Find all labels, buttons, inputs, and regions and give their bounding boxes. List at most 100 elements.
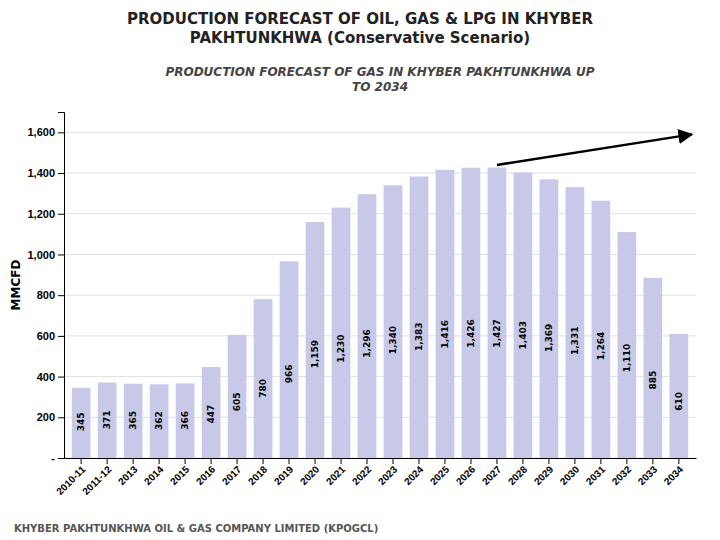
bar — [644, 278, 663, 458]
tick-label: 2028 — [506, 463, 530, 487]
tick-mark — [107, 458, 108, 464]
tick-mark — [133, 458, 134, 464]
tick-label: 1,600 — [27, 126, 55, 138]
tick-mark — [444, 458, 445, 464]
tick-label: 2022 — [350, 463, 374, 487]
chart: PRODUCTION FORECAST OF OIL, GAS & LPG IN… — [0, 0, 720, 540]
y-axis-title: MMCFD — [9, 260, 23, 311]
bar — [306, 222, 325, 458]
bar — [254, 299, 273, 458]
tick-mark — [237, 458, 238, 464]
tick-label: 2013 — [116, 463, 140, 487]
bar — [72, 388, 91, 458]
plot: 3453713653623664476057809661,1591,2301,2… — [27, 113, 696, 498]
tick-mark — [58, 458, 64, 459]
tick: - — [51, 452, 64, 464]
tick-mark — [263, 458, 264, 464]
tick-label: 2011-12 — [80, 463, 114, 497]
bar — [202, 367, 221, 458]
bar — [514, 172, 533, 458]
data-label: 362 — [154, 411, 164, 430]
tick-label: 2018 — [246, 463, 270, 487]
tick: 800 — [37, 289, 64, 301]
tick-label: 2026 — [454, 463, 478, 487]
bar — [488, 168, 507, 458]
tick-mark — [341, 458, 342, 464]
tick-mark — [58, 336, 64, 337]
bar — [98, 382, 117, 458]
y-axis: - 200 400 600 800 1,000 1,200 1,400 1,600 — [27, 113, 64, 465]
text-line: PAKHTUNKHWA (Conservative Scenario) — [190, 29, 530, 47]
bar — [176, 384, 195, 458]
tick-label: 2020 — [298, 463, 322, 487]
bar — [124, 384, 143, 458]
tick: 2026 — [454, 458, 478, 487]
tick-label: 1,400 — [27, 167, 55, 179]
data-label: 365 — [128, 411, 138, 430]
tick: 600 — [37, 330, 64, 342]
tick-mark — [367, 458, 368, 464]
bar — [540, 179, 559, 458]
tick: 2034 — [662, 458, 686, 487]
tick-label: 2015 — [168, 463, 192, 487]
bar — [618, 232, 637, 458]
data-label: 1,369 — [544, 324, 554, 352]
tick-label: 600 — [37, 330, 55, 342]
bar — [280, 261, 299, 458]
data-label: 371 — [102, 411, 112, 430]
bar — [358, 194, 377, 458]
bar — [462, 168, 481, 458]
tick-mark — [211, 458, 212, 464]
grid-line — [64, 132, 696, 133]
tick-label: 2021 — [324, 463, 348, 487]
tick-label: 2029 — [532, 463, 556, 487]
tick: 2024 — [402, 458, 426, 487]
data-label: 1,264 — [596, 332, 606, 360]
data-label: 780 — [258, 379, 268, 398]
tick: 2031 — [584, 458, 608, 487]
text-line: PRODUCTION FORECAST OF GAS IN KHYBER PAK… — [165, 65, 594, 79]
data-label: 966 — [284, 364, 294, 383]
tick-mark — [470, 458, 471, 464]
bar — [436, 170, 455, 458]
tick-label: 2034 — [662, 463, 686, 487]
tick: 2011-12 — [80, 458, 114, 497]
data-label: 1,110 — [622, 344, 632, 372]
tick-mark — [496, 458, 497, 464]
tick-label: 2031 — [584, 463, 608, 487]
tick: 1,000 — [27, 248, 64, 260]
x-axis: 2010-112011-1220132014201520162017201820… — [54, 458, 696, 497]
tick: 2016 — [194, 458, 218, 487]
bar — [592, 201, 611, 458]
tick: 200 — [37, 411, 64, 423]
tick-label: 1,200 — [27, 208, 55, 220]
tick-mark — [58, 214, 64, 215]
tick-mark — [58, 173, 64, 174]
tick-label: 2033 — [636, 463, 660, 487]
tick-mark — [574, 458, 575, 464]
data-label: 1,416 — [440, 320, 450, 348]
tick-label: 400 — [37, 371, 55, 383]
tick: 400 — [37, 371, 64, 383]
data-label: 1,159 — [310, 340, 320, 368]
tick-mark — [678, 458, 679, 464]
tick: 2030 — [558, 458, 582, 487]
data-label: 1,230 — [336, 334, 346, 362]
tick: 2022 — [350, 458, 374, 487]
tick-mark — [58, 254, 64, 255]
tick-label: 2017 — [220, 463, 244, 487]
trend-arrow — [497, 134, 692, 165]
data-label: 1,331 — [570, 327, 580, 355]
tick-label: - — [51, 452, 55, 464]
tick-mark — [81, 458, 82, 464]
tick: 2013 — [116, 458, 140, 487]
bar — [566, 187, 585, 458]
text-line: TO 2034 — [352, 80, 408, 94]
bar — [228, 335, 247, 458]
tick: 1,600 — [27, 126, 64, 138]
bar — [332, 208, 351, 458]
data-label: 1,340 — [388, 326, 398, 354]
tick-label: 2019 — [272, 463, 296, 487]
tick-label: 2014 — [142, 463, 166, 487]
tick: 2018 — [246, 458, 270, 487]
